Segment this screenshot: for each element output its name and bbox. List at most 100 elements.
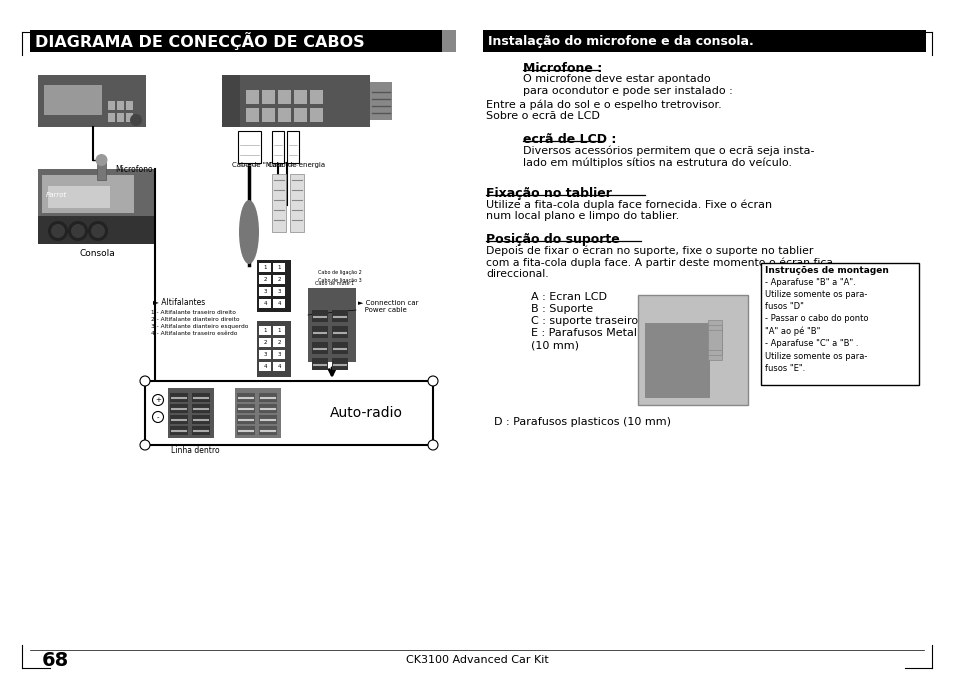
- Bar: [273, 299, 285, 308]
- Bar: [644, 323, 709, 398]
- Text: A : Ecran LCD: A : Ecran LCD: [531, 292, 606, 302]
- Bar: [246, 108, 258, 122]
- Bar: [236, 415, 254, 424]
- Bar: [258, 326, 271, 335]
- Bar: [258, 404, 276, 413]
- Bar: [234, 388, 281, 438]
- Bar: [312, 358, 328, 370]
- Bar: [192, 393, 210, 402]
- Bar: [258, 362, 271, 371]
- Text: Microfono: Microfono: [115, 165, 152, 174]
- Bar: [237, 131, 261, 163]
- Text: num local plano e limpo do tablier.: num local plano e limpo do tablier.: [485, 211, 679, 221]
- Bar: [273, 350, 285, 359]
- Text: 1 - Altifalante traseiro direito
2 - Altifalante dianteiro direito
3 - Altifalan: 1 - Altifalante traseiro direito 2 - Alt…: [151, 310, 248, 336]
- Bar: [256, 321, 291, 377]
- Bar: [273, 362, 285, 371]
- Circle shape: [140, 440, 150, 450]
- Text: 4: 4: [277, 364, 280, 369]
- Bar: [108, 101, 115, 110]
- Text: Cabo de "Mute": Cabo de "Mute": [232, 162, 286, 168]
- Text: 4: 4: [263, 301, 267, 306]
- Circle shape: [71, 224, 85, 238]
- Bar: [108, 113, 115, 122]
- Circle shape: [51, 224, 65, 238]
- Circle shape: [68, 221, 88, 241]
- Text: C : suporte traseiro: C : suporte traseiro: [531, 316, 638, 326]
- Text: ► Connection car
   Power cable: ► Connection car Power cable: [357, 300, 418, 313]
- Bar: [273, 338, 285, 347]
- Bar: [707, 320, 721, 360]
- Bar: [38, 216, 156, 244]
- Bar: [236, 404, 254, 413]
- Bar: [332, 342, 348, 354]
- Text: Parrot: Parrot: [46, 192, 67, 198]
- Text: 2: 2: [263, 340, 267, 345]
- Bar: [145, 381, 433, 445]
- Text: -: -: [156, 414, 159, 420]
- Bar: [168, 388, 213, 438]
- Bar: [236, 393, 254, 402]
- Text: 3: 3: [263, 352, 267, 357]
- Bar: [258, 299, 271, 308]
- Bar: [312, 326, 328, 338]
- Text: direccional.: direccional.: [485, 269, 548, 279]
- Text: 68: 68: [42, 650, 70, 669]
- Bar: [38, 75, 146, 127]
- Text: E : Parafusos Metalicos: E : Parafusos Metalicos: [531, 328, 659, 338]
- Text: Auto-radio: Auto-radio: [330, 406, 402, 420]
- Bar: [246, 90, 258, 104]
- Bar: [126, 113, 132, 122]
- Bar: [170, 426, 188, 435]
- Circle shape: [88, 221, 108, 241]
- Bar: [272, 131, 284, 163]
- Bar: [170, 404, 188, 413]
- Bar: [258, 350, 271, 359]
- Bar: [707, 330, 721, 350]
- Bar: [312, 310, 328, 322]
- Bar: [262, 90, 274, 104]
- Bar: [48, 186, 110, 208]
- Bar: [332, 326, 348, 338]
- Text: 3: 3: [277, 289, 280, 294]
- Text: Fixação no tablier: Fixação no tablier: [485, 187, 611, 200]
- Text: CK3100 Advanced Car Kit: CK3100 Advanced Car Kit: [405, 655, 548, 665]
- Circle shape: [140, 376, 150, 386]
- Bar: [258, 415, 276, 424]
- Bar: [170, 415, 188, 424]
- Bar: [277, 90, 291, 104]
- Text: 3: 3: [263, 289, 267, 294]
- Text: Consola: Consola: [79, 249, 114, 258]
- Bar: [236, 426, 254, 435]
- Text: D : Parafusos plasticos (10 mm): D : Parafusos plasticos (10 mm): [494, 417, 671, 427]
- Text: Posição do suporte: Posição do suporte: [485, 233, 619, 246]
- Bar: [258, 426, 276, 435]
- Bar: [126, 101, 132, 110]
- Text: Microfone :: Microfone :: [522, 62, 601, 75]
- Circle shape: [95, 154, 108, 166]
- Text: 4: 4: [277, 301, 280, 306]
- Text: 3: 3: [277, 352, 280, 357]
- Text: ecrã de LCD :: ecrã de LCD :: [522, 133, 616, 146]
- Bar: [38, 169, 156, 244]
- Bar: [273, 326, 285, 335]
- Bar: [44, 85, 102, 115]
- Bar: [370, 82, 392, 120]
- Bar: [256, 260, 291, 312]
- Text: 4: 4: [263, 364, 267, 369]
- Bar: [290, 174, 304, 232]
- Bar: [287, 131, 298, 163]
- Bar: [258, 287, 271, 296]
- Text: 1: 1: [263, 265, 267, 270]
- Bar: [258, 393, 276, 402]
- Bar: [272, 174, 286, 232]
- Text: DIAGRAMA DE CONECÇÃO DE CABOS: DIAGRAMA DE CONECÇÃO DE CABOS: [35, 32, 364, 50]
- Text: 2: 2: [263, 277, 267, 282]
- Bar: [482, 30, 925, 52]
- Text: (10 mm): (10 mm): [531, 340, 578, 350]
- Text: Cabo de energia: Cabo de energia: [268, 162, 325, 168]
- Bar: [294, 108, 307, 122]
- Bar: [192, 426, 210, 435]
- Bar: [222, 75, 240, 127]
- Text: lado em múltiplos sítios na estrutura do veículo.: lado em múltiplos sítios na estrutura do…: [522, 157, 791, 167]
